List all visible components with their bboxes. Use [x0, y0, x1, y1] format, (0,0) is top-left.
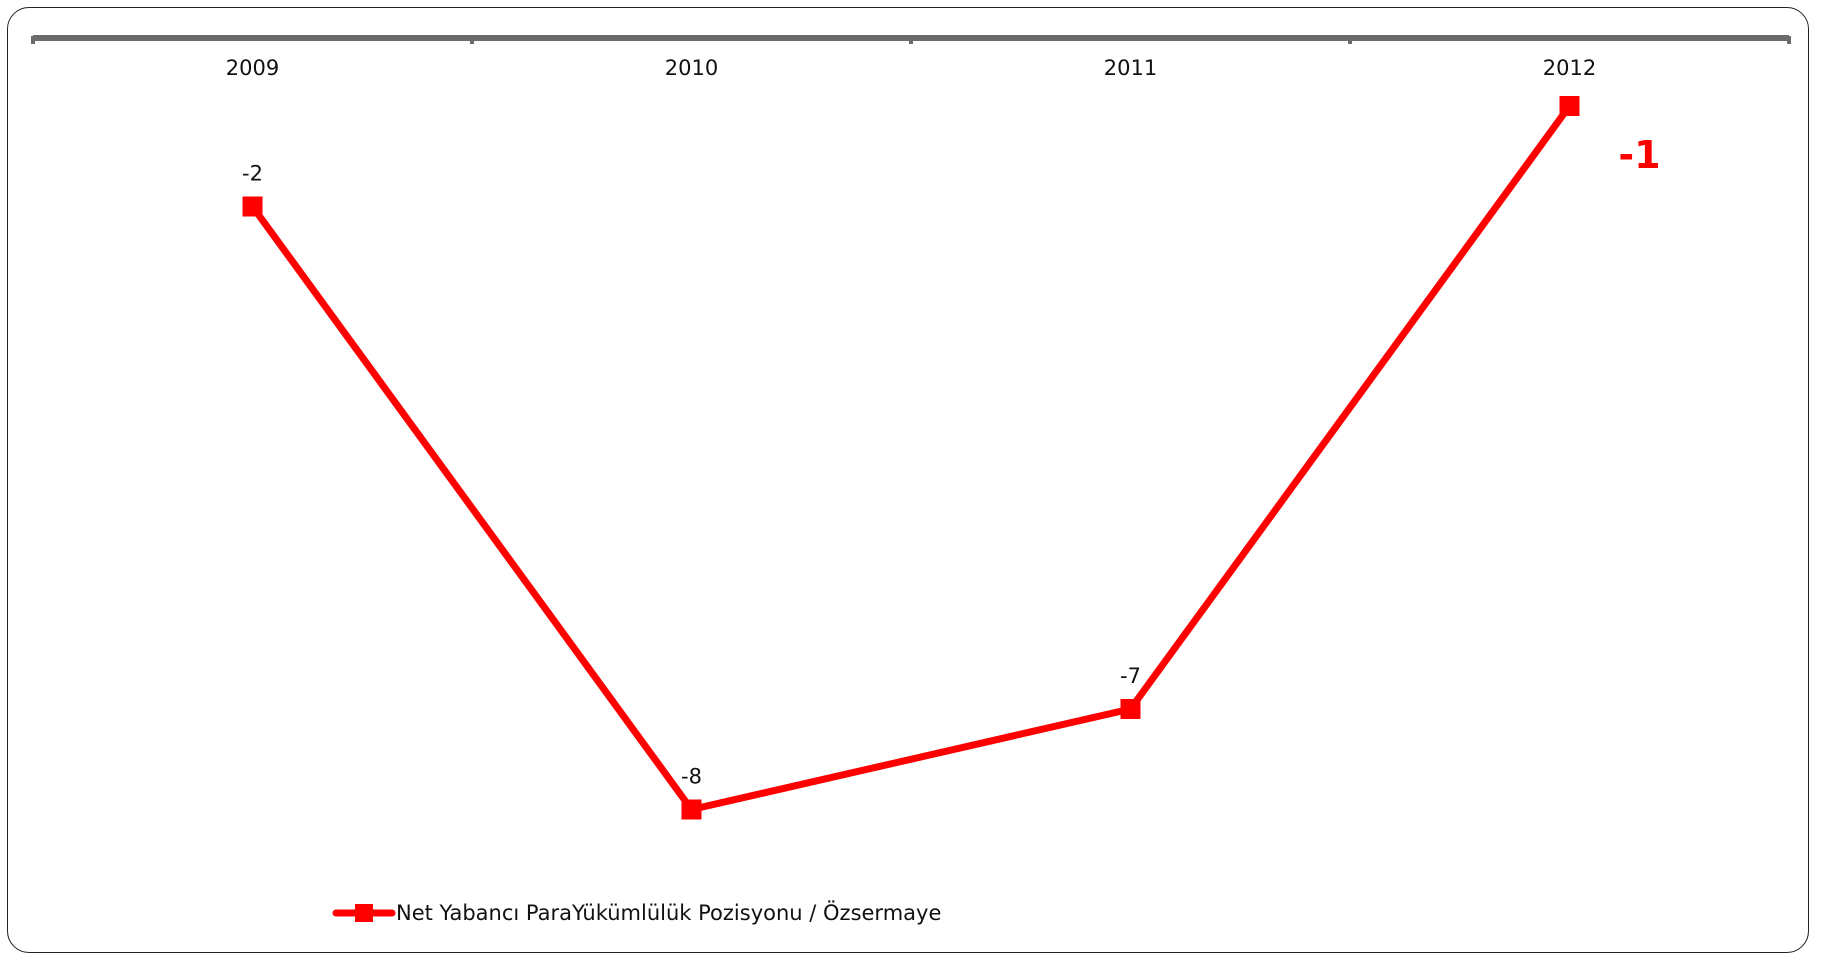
data-point-marker [242, 196, 263, 217]
x-tick-label: 2012 [1543, 56, 1596, 80]
x-axis: 2009 2010 2011 2012 [31, 35, 1791, 80]
legend-label: Net Yabancı ParaYükümlülük Pozisyonu / Ö… [396, 900, 941, 925]
data-point-marker [681, 799, 702, 820]
x-tick-label: 2009 [226, 56, 279, 80]
legend-marker-swatch [355, 904, 373, 922]
data-labels: -2 -8 -7 -1 [242, 133, 1661, 789]
data-point-marker [1120, 699, 1141, 719]
data-label: -7 [1120, 664, 1141, 688]
data-label: -8 [681, 765, 702, 789]
data-label: -2 [242, 162, 263, 186]
x-tick-label: 2011 [1104, 56, 1157, 80]
legend: Net Yabancı ParaYükümlülük Pozisyonu / Ö… [332, 900, 941, 925]
data-point-marker [1559, 96, 1580, 116]
chart-frame [7, 7, 1809, 953]
series-line [249, 103, 1573, 814]
series-line-group [242, 96, 1580, 820]
x-tick-label: 2010 [665, 56, 718, 80]
data-label-highlight: -1 [1618, 133, 1660, 177]
